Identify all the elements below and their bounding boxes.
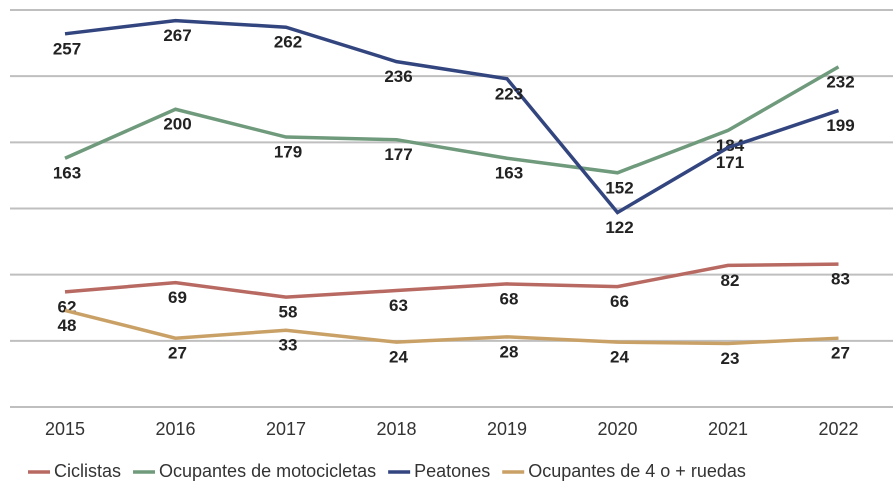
data-label: 23: [721, 349, 740, 368]
data-label: 267: [163, 26, 191, 45]
data-label: 122: [605, 218, 633, 237]
data-label: 163: [53, 164, 81, 183]
data-label: 69: [168, 288, 187, 307]
data-label: 177: [384, 145, 412, 164]
data-label: 262: [274, 33, 302, 52]
series-line: [64, 262, 839, 299]
series-line: [64, 65, 840, 175]
legend-label: Ocupantes de 4 o + ruedas: [528, 461, 746, 481]
data-label: 179: [274, 143, 302, 162]
data-label: 27: [831, 344, 850, 363]
data-label: 257: [53, 39, 81, 58]
x-tick-label: 2019: [487, 419, 527, 439]
data-label: 236: [384, 67, 412, 86]
legend-label: Peatones: [414, 461, 490, 481]
data-label: 68: [500, 289, 519, 308]
series-line: [64, 18, 840, 215]
data-label: 223: [495, 84, 523, 103]
data-label: 24: [610, 348, 629, 367]
data-label: 152: [605, 178, 633, 197]
series-line: [64, 308, 839, 346]
x-tick-label: 2017: [266, 419, 306, 439]
x-tick-label: 2021: [708, 419, 748, 439]
data-label: 232: [826, 72, 854, 91]
data-label: 58: [279, 303, 298, 322]
data-label: 48: [58, 316, 77, 335]
data-label: 200: [163, 115, 191, 134]
x-tick-label: 2022: [818, 419, 858, 439]
data-label: 163: [495, 164, 523, 183]
data-label: 27: [168, 344, 187, 363]
x-tick-label: 2018: [376, 419, 416, 439]
data-label: 82: [721, 271, 740, 290]
legend-label: Ocupantes de motocicletas: [159, 461, 376, 481]
data-label: 33: [279, 336, 298, 355]
data-label: 24: [389, 348, 408, 367]
x-tick-label: 2016: [155, 419, 195, 439]
x-tick-label: 2020: [597, 419, 637, 439]
data-label: 28: [500, 342, 519, 361]
data-label: 66: [610, 292, 629, 311]
legend-label: Ciclistas: [54, 461, 121, 481]
x-tick-label: 2015: [45, 419, 85, 439]
data-label: 83: [831, 270, 850, 289]
data-label: 63: [389, 296, 408, 315]
data-label: 199: [826, 116, 854, 135]
data-label: 171: [716, 153, 744, 172]
